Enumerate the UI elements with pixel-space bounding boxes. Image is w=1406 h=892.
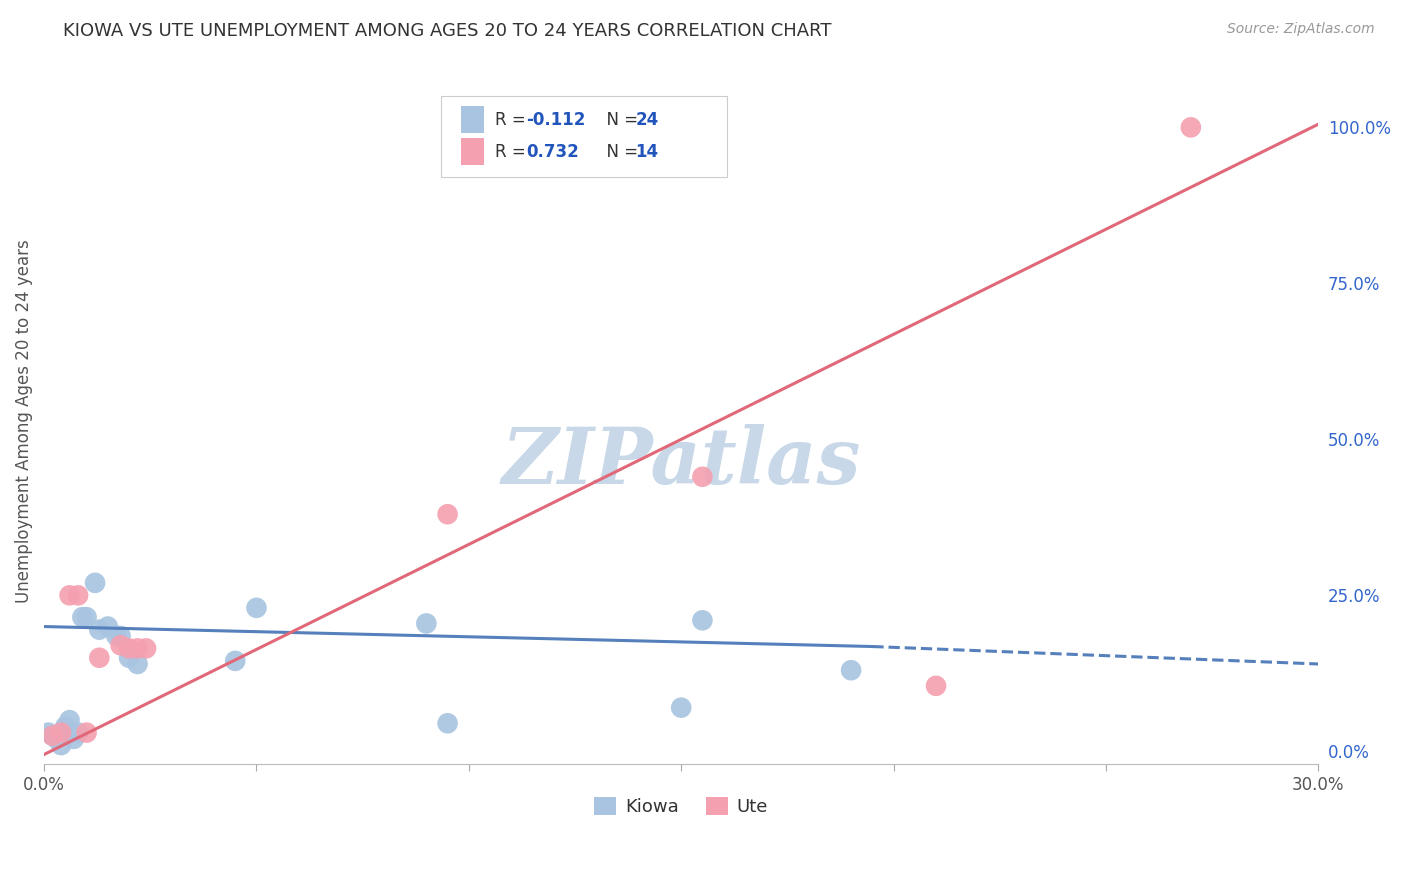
- Point: [118, 641, 141, 656]
- Point: [118, 650, 141, 665]
- Point: [97, 619, 120, 633]
- Point: [49, 725, 72, 739]
- Text: ZIPatlas: ZIPatlas: [502, 424, 860, 500]
- Point: [76, 725, 98, 739]
- Point: [53, 719, 76, 733]
- Point: [127, 641, 149, 656]
- Point: [692, 470, 714, 484]
- Point: [669, 700, 692, 714]
- Text: N =: N =: [596, 111, 644, 128]
- Point: [692, 613, 714, 627]
- Point: [1180, 120, 1202, 135]
- Point: [63, 731, 86, 746]
- Point: [45, 731, 67, 746]
- Text: 0.732: 0.732: [526, 143, 579, 161]
- Point: [127, 657, 149, 671]
- Point: [436, 507, 458, 521]
- Point: [37, 725, 59, 739]
- Text: Source: ZipAtlas.com: Source: ZipAtlas.com: [1227, 22, 1375, 37]
- Text: R =: R =: [495, 143, 531, 161]
- Point: [436, 716, 458, 731]
- Point: [245, 600, 267, 615]
- Point: [76, 610, 98, 624]
- Point: [415, 616, 437, 631]
- Point: [41, 729, 63, 743]
- Y-axis label: Unemployment Among Ages 20 to 24 years: Unemployment Among Ages 20 to 24 years: [15, 239, 32, 602]
- Point: [41, 729, 63, 743]
- Point: [135, 641, 157, 656]
- Point: [839, 663, 862, 677]
- Point: [110, 638, 132, 652]
- Text: -0.112: -0.112: [526, 111, 585, 128]
- Legend: Kiowa, Ute: Kiowa, Ute: [588, 789, 775, 823]
- Point: [67, 588, 90, 602]
- Point: [72, 610, 94, 624]
- Text: N =: N =: [596, 143, 644, 161]
- Point: [89, 623, 111, 637]
- Text: 24: 24: [636, 111, 659, 128]
- Point: [925, 679, 948, 693]
- Point: [110, 629, 132, 643]
- Point: [84, 575, 107, 590]
- Point: [89, 650, 111, 665]
- Point: [105, 629, 128, 643]
- Point: [49, 738, 72, 752]
- Text: 14: 14: [636, 143, 658, 161]
- Point: [58, 588, 80, 602]
- Point: [67, 725, 90, 739]
- Text: KIOWA VS UTE UNEMPLOYMENT AMONG AGES 20 TO 24 YEARS CORRELATION CHART: KIOWA VS UTE UNEMPLOYMENT AMONG AGES 20 …: [63, 22, 832, 40]
- Text: R =: R =: [495, 111, 531, 128]
- Point: [58, 713, 80, 727]
- Point: [224, 654, 246, 668]
